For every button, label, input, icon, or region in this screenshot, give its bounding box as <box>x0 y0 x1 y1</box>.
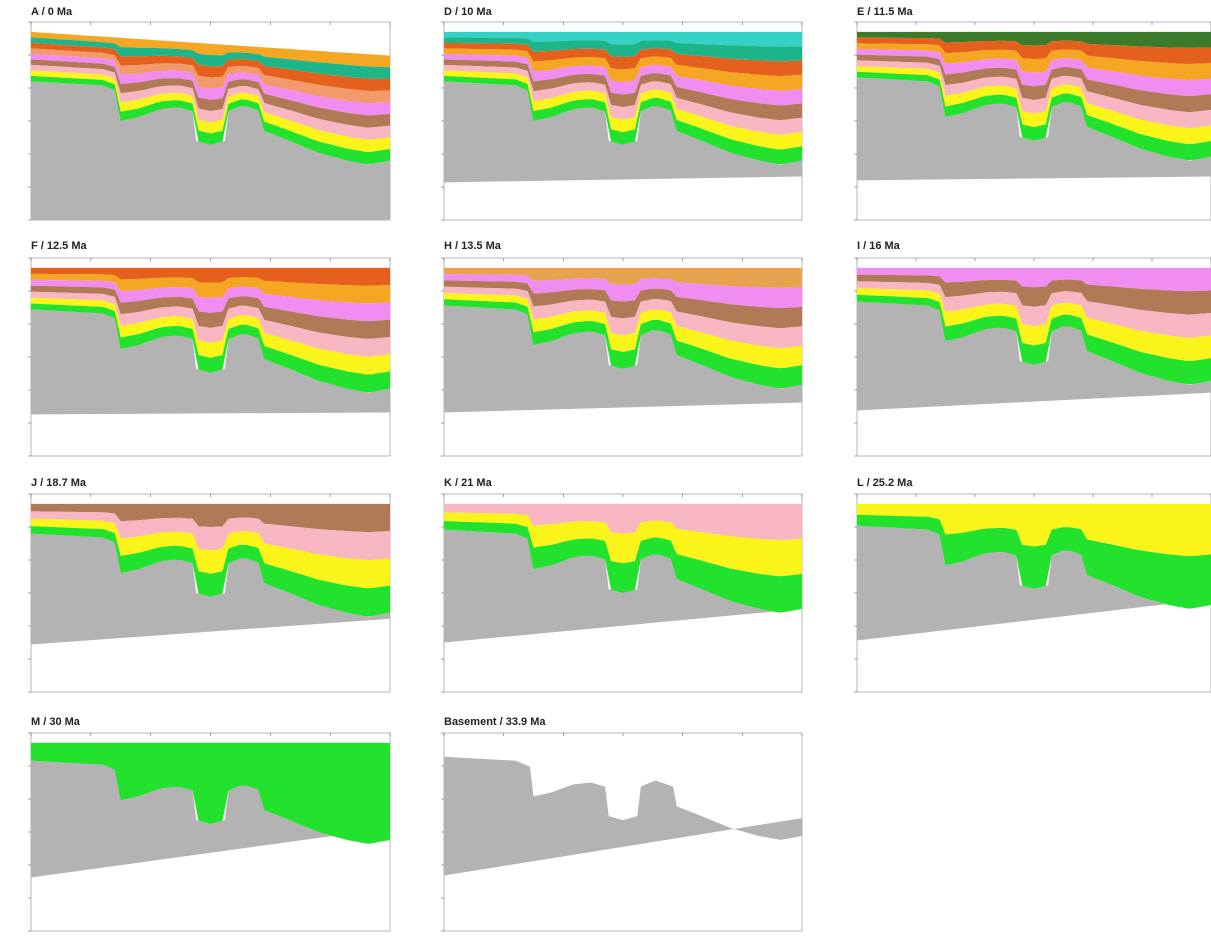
stratigraphic-layer-violet <box>444 53 802 106</box>
cross-section-K <box>441 493 803 693</box>
stratigraphic-layer-yellow <box>857 66 1211 145</box>
stratigraphic-layer-green <box>31 742 390 844</box>
stratigraphic-layer-green <box>444 521 802 613</box>
stratigraphic-layer-dark-orange <box>444 42 802 76</box>
panel-title: A / 0 Ma <box>31 6 73 18</box>
basement-grey <box>444 305 802 413</box>
basement-grey <box>31 309 390 415</box>
panel-title: Basement / 33.9 Ma <box>444 716 546 728</box>
cross-section-J <box>28 493 391 693</box>
stratigraphic-layer-dark-orange <box>31 42 390 91</box>
stratigraphic-layer-green <box>31 75 390 165</box>
cross-section-M <box>28 732 391 932</box>
stratigraphic-layer-tan <box>444 267 802 288</box>
stratigraphic-layer-brown <box>857 274 1211 315</box>
stratigraphic-layer-yellow <box>31 70 390 152</box>
panel-title: D / 10 Ma <box>444 6 492 18</box>
stratigraphic-layer-violet <box>31 53 390 116</box>
panel-title: E / 11.5 Ma <box>857 6 913 18</box>
stratigraphic-layer-yellow <box>444 292 802 369</box>
stratigraphic-layer-pink <box>31 511 390 561</box>
stratigraphic-layer-violet <box>857 48 1211 97</box>
stratigraphic-layer-pink <box>444 64 802 135</box>
basement-grey <box>31 81 390 221</box>
basement-grey <box>857 525 1211 641</box>
stratigraphic-layer-orange <box>857 43 1211 80</box>
stratigraphic-layer-brown <box>31 59 390 128</box>
stratigraphic-layer-green <box>31 303 390 393</box>
stratigraphic-layer-pink <box>444 503 802 541</box>
stratigraphic-layer-dark-orange <box>857 37 1211 64</box>
stratigraphic-layer-green <box>857 71 1211 161</box>
panel-title: K / 21 Ma <box>444 477 492 489</box>
stratigraphic-layer-green <box>857 514 1211 609</box>
stratigraphic-layer-green <box>444 75 802 165</box>
stratigraphic-layer-brown <box>857 54 1211 113</box>
stratigraphic-layer-brown <box>444 59 802 121</box>
panel-title: M / 30 Ma <box>31 716 80 728</box>
stratigraphic-layer-orange <box>31 273 390 304</box>
panel-title: J / 18.7 Ma <box>31 477 87 489</box>
basement-grey <box>444 529 802 643</box>
stratigraphic-layer-yellow <box>857 503 1211 557</box>
stratigraphic-layer-salmon <box>31 48 390 104</box>
stratigraphic-layer-yellow <box>31 297 390 375</box>
stratigraphic-layer-pink <box>857 281 1211 338</box>
stratigraphic-layer-yellow <box>444 512 802 577</box>
stratigraphic-layer-green <box>857 294 1211 385</box>
basement-grey <box>444 756 802 876</box>
cross-section-H <box>441 257 803 457</box>
panel-title: H / 13.5 Ma <box>444 240 501 252</box>
panel-title: F / 12.5 Ma <box>31 240 87 252</box>
stratigraphic-layer-teal <box>31 37 390 79</box>
panel-title: I / 16 Ma <box>857 240 900 252</box>
basement-grey <box>444 81 802 183</box>
cross-section-I <box>854 257 1211 457</box>
cross-section-F <box>28 257 391 457</box>
stratigraphic-layer-yellow <box>444 70 802 150</box>
basement-grey <box>857 77 1211 181</box>
stratigraphic-layer-dark-orange <box>31 267 390 286</box>
stratigraphic-layer-violet <box>31 279 390 322</box>
cross-section-D <box>441 21 803 221</box>
stratigraphic-layer-pink <box>31 64 390 140</box>
panel-title: L / 25.2 Ma <box>857 477 913 489</box>
stratigraphic-layer-teal <box>444 37 802 62</box>
cross-section-L <box>854 493 1211 693</box>
stratigraphic-layer-pink <box>857 60 1211 129</box>
stratigraphic-layer-yellow <box>31 518 390 589</box>
cross-section-A <box>28 21 391 221</box>
basement-grey <box>857 301 1211 411</box>
stratigraphic-layer-dark-green <box>857 31 1211 48</box>
stratigraphic-layer-pink <box>31 291 390 357</box>
cross-section-E <box>854 21 1211 221</box>
stratigraphic-layer-orange <box>31 31 390 68</box>
stratigraphic-layer-green <box>444 299 802 389</box>
stratigraphic-layer-yellow <box>857 288 1211 362</box>
stratigraphic-layer-pink <box>444 286 802 349</box>
basement-grey <box>31 533 390 645</box>
stratigraphic-layer-orange <box>444 48 802 91</box>
stratigraphic-layer-brown <box>31 285 390 339</box>
stratigraphic-layer-violet <box>444 274 802 309</box>
stratigraphic-layer-brown <box>444 280 802 329</box>
stratigraphic-layer-violet <box>857 267 1211 292</box>
basement-grey <box>31 760 390 878</box>
stratigraphic-layer-green <box>31 526 390 617</box>
stratigraphic-layer-brown <box>31 503 390 533</box>
stratigraphic-layer-cyan <box>444 31 802 47</box>
cross-section-Basement <box>441 732 803 932</box>
